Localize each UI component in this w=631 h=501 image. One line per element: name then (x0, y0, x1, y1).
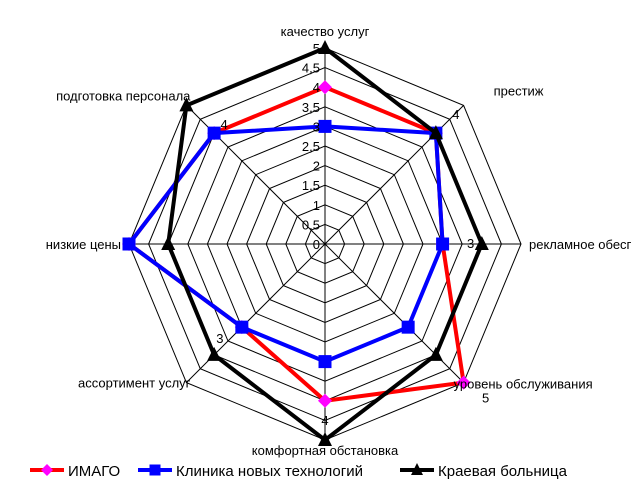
legend-label: Клиника новых технологий (176, 463, 363, 480)
radial-tick-labels: 0 0,5 1 1,5 2 2,5 3 3,5 4 4,5 5 (302, 41, 320, 252)
data-point (318, 355, 332, 369)
category-label: уровень обслуживания (454, 377, 593, 392)
tick-label: 5 (313, 41, 320, 56)
data-point (318, 393, 332, 408)
tick-label: 1 (313, 198, 320, 213)
category-label: комфортная обстановка (252, 443, 399, 458)
data-point (428, 125, 443, 140)
tick-label: 4,5 (302, 61, 320, 76)
category-label: рекламное обеспечение (529, 237, 631, 252)
data-point (428, 346, 443, 361)
legend-marker (41, 464, 53, 476)
category-label: престиж (494, 83, 544, 98)
category-label: качество услуг (281, 24, 370, 39)
data-label: 4 (452, 107, 459, 122)
data-point (318, 119, 332, 133)
legend-marker (149, 464, 161, 476)
data-label: 4 (321, 413, 328, 428)
data-point (318, 40, 332, 54)
tick-label: 0 (313, 237, 320, 252)
tick-label: 2 (313, 159, 320, 174)
data-label: 4 (221, 117, 228, 132)
legend-label: ИМАГО (68, 463, 120, 480)
tick-label: 0,5 (302, 217, 320, 232)
data-label: 3 (467, 236, 474, 251)
legend-label: Краевая больница (438, 463, 568, 480)
data-label: 3 (216, 331, 223, 346)
category-labels: качество услуг престиж рекламное обеспечен… (46, 24, 631, 458)
data-point (318, 432, 332, 446)
data-point (122, 237, 136, 251)
data-point (207, 126, 221, 140)
data-point (456, 375, 471, 390)
data-point (401, 320, 415, 334)
data-point (474, 236, 489, 250)
tick-label: 4 (313, 80, 320, 95)
data-point (235, 320, 249, 334)
legend-marker (411, 463, 423, 475)
category-label: низкие цены (46, 237, 121, 252)
data-labels: 4 3 5 4 3 4 (216, 107, 489, 428)
radar-series (122, 40, 489, 446)
tick-label: 3 (313, 119, 320, 134)
data-label: 5 (482, 391, 489, 406)
legend: ИМАГО Клиника новых технологий Краевая бол… (30, 463, 568, 480)
data-point (161, 236, 176, 250)
data-point (179, 97, 194, 112)
tick-label: 1,5 (302, 178, 320, 193)
data-point (436, 237, 450, 251)
tick-label: 2,5 (302, 139, 320, 154)
data-point (318, 80, 332, 95)
category-label: подготовка персонала (56, 88, 191, 103)
category-label: ассортимент услуг (78, 376, 191, 391)
tick-label: 3,5 (302, 100, 320, 115)
data-point (207, 346, 222, 361)
